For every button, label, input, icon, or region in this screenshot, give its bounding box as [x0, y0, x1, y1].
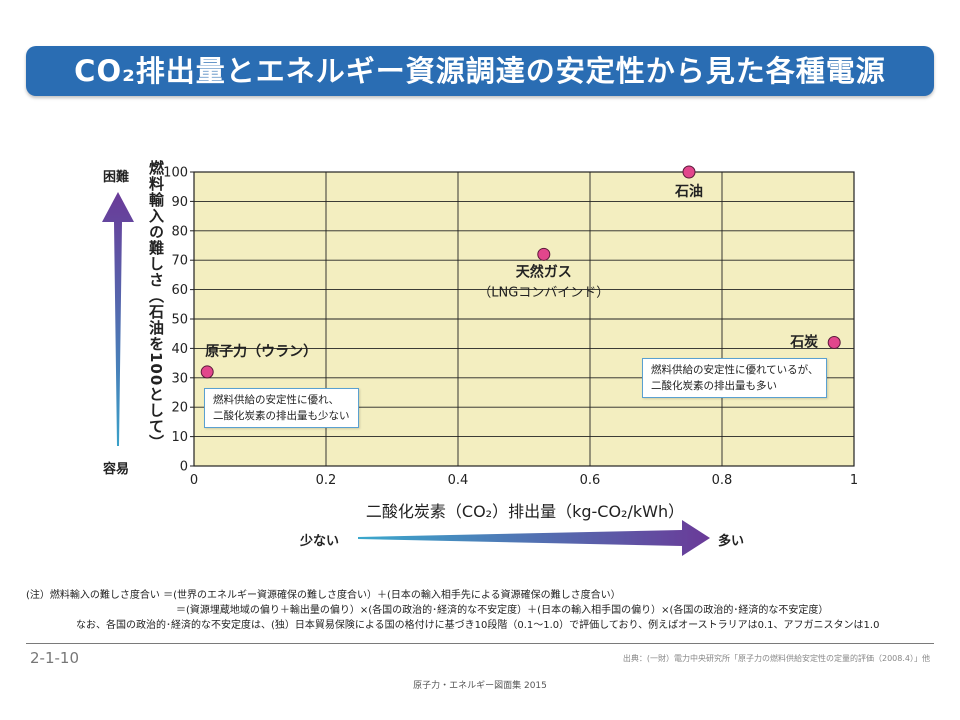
y-tick-label: 70: [171, 254, 188, 269]
y-tick-label: 100: [163, 166, 188, 181]
x-tick-label: 0.8: [712, 473, 733, 488]
x-tick-label: 0.6: [580, 473, 601, 488]
data-point: [537, 247, 551, 261]
footer-divider: [26, 643, 934, 644]
x-tick-label: 0.4: [448, 473, 469, 488]
x-tick-label: 1: [850, 473, 858, 488]
coal-note-line: 二酸化炭素の排出量も多い: [651, 380, 777, 392]
nuclear-note-line: 二酸化炭素の排出量も少ない: [213, 410, 350, 422]
data-point: [827, 336, 841, 350]
difficulty-high-label: 困難: [103, 170, 130, 185]
page-title: CO₂排出量とエネルギー資源調達の安定性から見た各種電源: [26, 46, 934, 96]
data-point: [682, 165, 696, 179]
difficulty-low-label: 容易: [103, 462, 130, 477]
emission-arrow: [358, 520, 710, 556]
footnote-line-1: (注）燃料輸入の難しさ度合い ＝(世界のエネルギー資源確保の難しさ度合い）＋(日…: [26, 590, 621, 601]
footnote-line-2: ＝(資源埋蔵地域の偏り＋輸出量の偏り）×(各国の政治的･経済的な不安定度）＋(日…: [176, 605, 829, 616]
y-tick-label: 60: [171, 283, 188, 298]
nuclear-note-line: 燃料供給の安定性に優れ、: [213, 394, 340, 406]
point-label: 原子力（ウラン）: [205, 343, 317, 360]
source-citation: 出典：(一財）電力中央研究所「原子力の燃料供給安定性の定量的評価（2008.4）…: [622, 654, 930, 663]
y-tick-label: 0: [180, 460, 188, 475]
emission-low-label: 少ない: [300, 534, 340, 549]
point-label: 天然ガス: [516, 263, 572, 280]
y-tick-label: 50: [171, 313, 188, 328]
book-title: 原子力・エネルギー図面集 2015: [413, 681, 547, 691]
difficulty-arrow: [102, 192, 134, 446]
coal-note-line: 燃料供給の安定性に優れているが、: [651, 364, 819, 376]
y-tick-label: 80: [171, 224, 188, 239]
y-tick-label: 10: [171, 430, 188, 445]
point-label: 石油: [674, 183, 703, 200]
y-axis-label: 燃料輸入の難しさ（石油を100として）: [147, 160, 165, 451]
point-label: 石炭: [789, 334, 818, 351]
footnote-line-3: なお、各国の政治的･経済的な不安定度は、(独）日本貿易保険による国の格付けに基づ…: [76, 620, 880, 631]
footnote: (注）燃料輸入の難しさ度合い ＝(世界のエネルギー資源確保の難しさ度合い）＋(日…: [26, 588, 936, 633]
nuclear-note: 燃料供給の安定性に優れ、 二酸化炭素の排出量も少ない: [204, 388, 359, 428]
x-tick-label: 0: [190, 473, 198, 488]
emission-high-label: 多い: [718, 534, 745, 549]
y-tick-label: 30: [171, 371, 188, 386]
y-tick-label: 20: [171, 401, 188, 416]
x-axis-label: 二酸化炭素（CO₂）排出量（kg-CO₂/kWh）: [365, 502, 685, 521]
y-tick-label: 40: [171, 342, 188, 357]
x-tick-label: 0.2: [316, 473, 337, 488]
page-number: 2-1-10: [30, 649, 79, 667]
point-sublabel: （LNGコンバインド）: [478, 285, 609, 300]
y-tick-label: 90: [171, 195, 188, 210]
data-point: [200, 365, 214, 379]
coal-note: 燃料供給の安定性に優れているが、 二酸化炭素の排出量も多い: [642, 358, 828, 398]
